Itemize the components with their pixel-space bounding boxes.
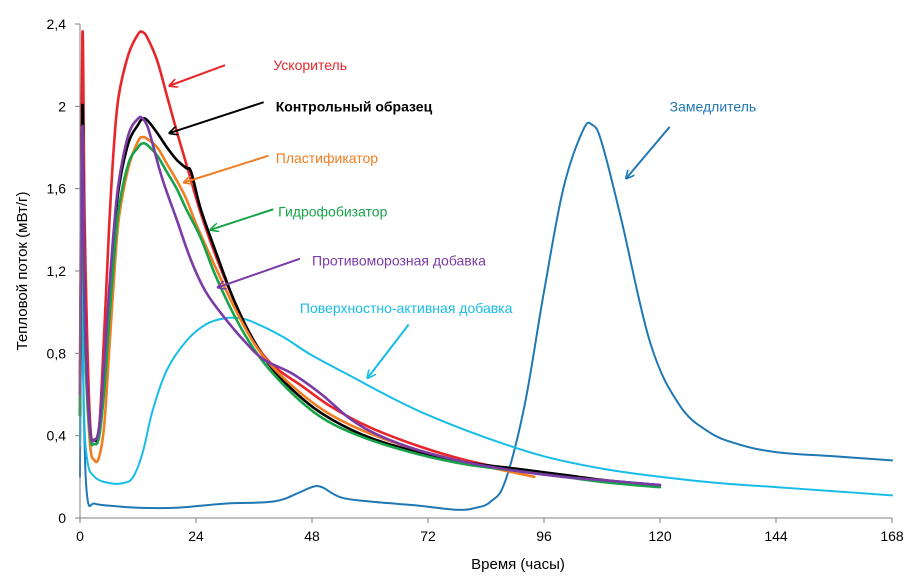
series-line-6 (78, 115, 662, 487)
annotation-arrow (211, 208, 274, 230)
annotation-label: Противоморозная добавка (312, 253, 486, 269)
annotation-arrow (169, 101, 264, 133)
x-tick-label: 96 (536, 528, 552, 544)
x-tick-label: 48 (304, 528, 320, 544)
x-tick-label: 24 (188, 528, 204, 544)
annotation-label: Ускоритель (273, 57, 347, 73)
annotation-arrow (169, 64, 226, 86)
annotation-label: Замедлитель (670, 98, 757, 114)
annotation-label: Пластификатор (276, 150, 379, 166)
annotation-arrow (218, 257, 301, 288)
y-tick-label: 2 (58, 98, 66, 114)
series-layer (78, 30, 893, 511)
annotation-label: Контрольный образец (276, 98, 433, 114)
y-tick-label: 1,2 (47, 263, 67, 279)
annotation-label: Гидрофобизатор (278, 203, 387, 219)
annotation-layer: Ускоритель Контрольный образец Пластификат… (169, 57, 756, 378)
annotation-arrow (184, 154, 269, 183)
annotation-arrow (368, 323, 410, 379)
y-tick-label: 1,6 (47, 181, 67, 197)
x-tick-label: 120 (648, 528, 672, 544)
series-line-5 (78, 141, 662, 489)
y-tick-label: 0,8 (47, 345, 67, 361)
annotation-label: Поверхностно-активная добавка (300, 300, 513, 316)
series-line-1 (79, 249, 893, 497)
x-tick-label: 0 (76, 528, 84, 544)
axes-layer: 0 24 48 72 96 120 144 168 0 0,4 0,8 1,2 1,6 2 2,4 (47, 16, 904, 544)
series-line-0 (79, 121, 893, 511)
annotation-arrow (626, 126, 671, 178)
y-axis-title: Тепловой поток (мВт/г) (14, 192, 31, 351)
y-tick-label: 0 (58, 510, 66, 526)
x-tick-label: 144 (764, 528, 788, 544)
y-tick-label: 0,4 (47, 428, 67, 444)
x-tick-label: 72 (420, 528, 436, 544)
x-axis-title: Время (часы) (471, 556, 565, 573)
y-tick-label: 2,4 (47, 16, 67, 32)
x-tick-label: 168 (880, 528, 904, 544)
